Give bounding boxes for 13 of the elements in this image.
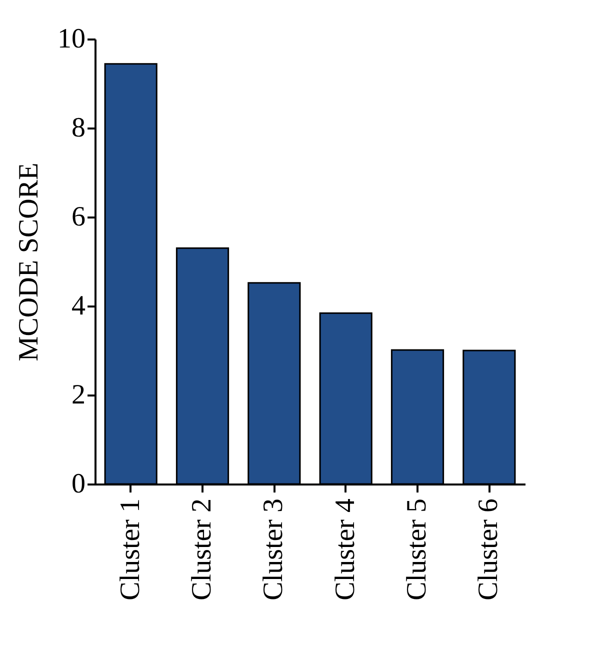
y-tick-label: 8	[72, 112, 86, 144]
y-axis-title: MCODE SCORE	[14, 162, 44, 362]
y-tick-label: 4	[72, 290, 86, 322]
y-tick-label: 0	[72, 468, 86, 500]
y-tick-label: 6	[72, 202, 86, 232]
x-tick-label: Cluster 6	[473, 498, 504, 600]
x-tick-label: Cluster 4	[330, 498, 361, 600]
y-tick-label: 10	[58, 24, 86, 54]
x-tick-label: Cluster 2	[186, 498, 218, 600]
y-tick-label: 2	[72, 380, 86, 410]
x-tick-label: Cluster 3	[258, 498, 290, 600]
x-tick-label: Cluster 1	[114, 498, 146, 600]
x-tick-label: Cluster 5	[402, 498, 432, 600]
